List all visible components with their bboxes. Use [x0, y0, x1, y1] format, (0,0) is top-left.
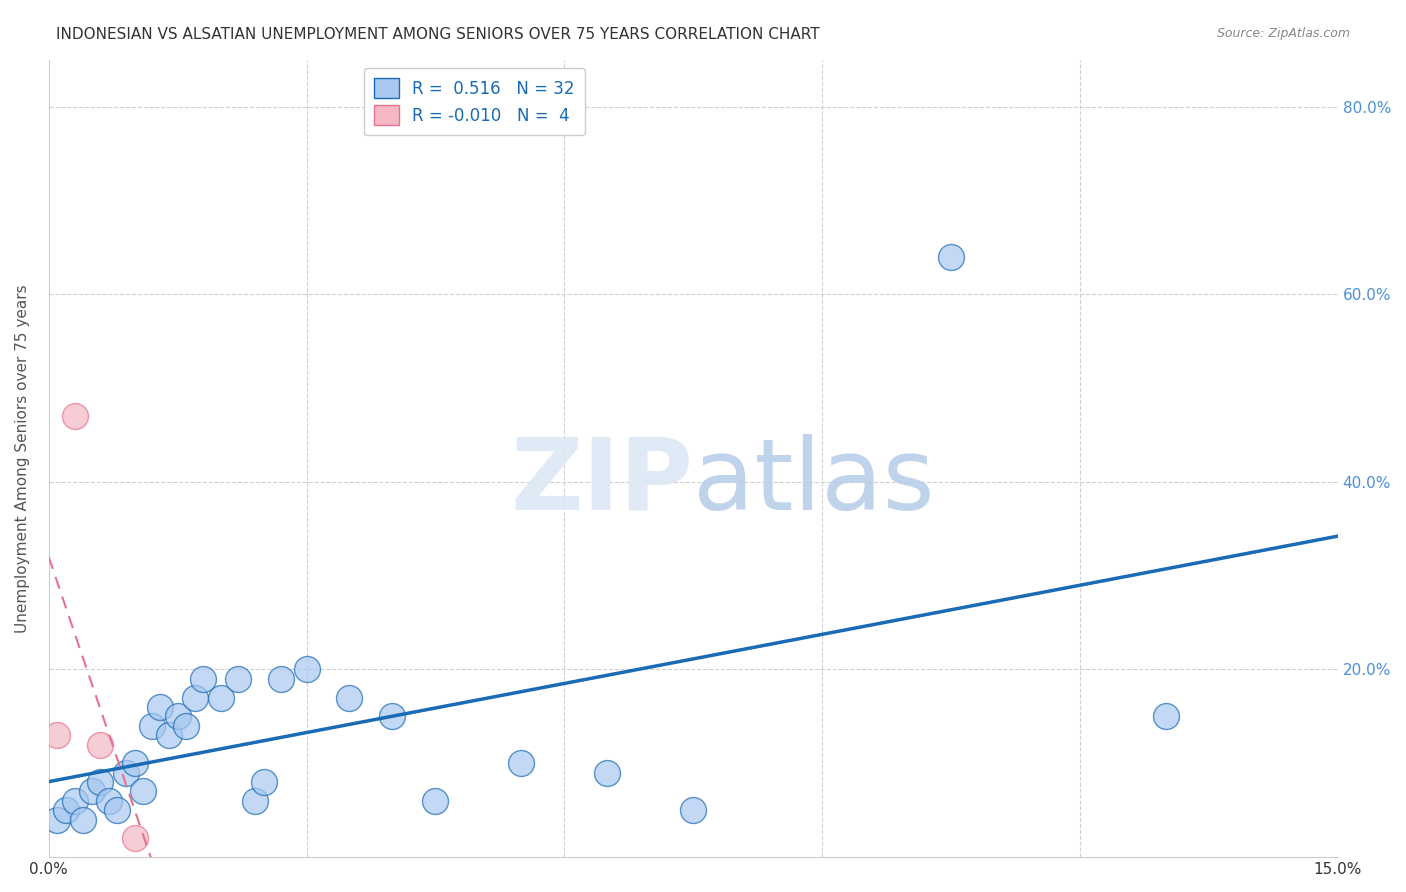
Point [243, 794, 266, 808]
Point [149, 700, 172, 714]
Legend: R =  0.516   N = 32, R = -0.010   N =  4: R = 0.516 N = 32, R = -0.010 N = 4 [364, 68, 585, 136]
Point [132, 784, 155, 798]
Point [339, 690, 361, 705]
Point [381, 709, 404, 723]
Y-axis label: Unemployment Among Seniors over 75 years: Unemployment Among Seniors over 75 years [15, 284, 30, 632]
Point [55, 803, 77, 817]
Point [46, 728, 69, 742]
Point [157, 728, 180, 742]
Text: INDONESIAN VS ALSATIAN UNEMPLOYMENT AMONG SENIORS OVER 75 YEARS CORRELATION CHAR: INDONESIAN VS ALSATIAN UNEMPLOYMENT AMON… [56, 27, 820, 42]
Point [1154, 709, 1177, 723]
Point [166, 709, 188, 723]
Point [209, 690, 232, 705]
Text: atlas: atlas [693, 434, 935, 531]
Point [295, 663, 318, 677]
Point [226, 672, 249, 686]
Point [115, 765, 138, 780]
Point [46, 813, 69, 827]
Point [107, 803, 129, 817]
Point [682, 803, 704, 817]
Point [596, 765, 619, 780]
Point [270, 672, 292, 686]
Point [124, 831, 146, 846]
Text: Source: ZipAtlas.com: Source: ZipAtlas.com [1216, 27, 1350, 40]
Point [72, 813, 94, 827]
Point [184, 690, 207, 705]
Point [252, 775, 274, 789]
Point [89, 775, 111, 789]
Text: ZIP: ZIP [510, 434, 693, 531]
Point [939, 250, 962, 264]
Point [425, 794, 447, 808]
Point [124, 756, 146, 771]
Point [63, 409, 86, 424]
Point [80, 784, 103, 798]
Point [63, 794, 86, 808]
Point [97, 794, 120, 808]
Point [510, 756, 533, 771]
Point [141, 719, 163, 733]
Point [193, 672, 215, 686]
Point [174, 719, 197, 733]
Point [89, 738, 111, 752]
